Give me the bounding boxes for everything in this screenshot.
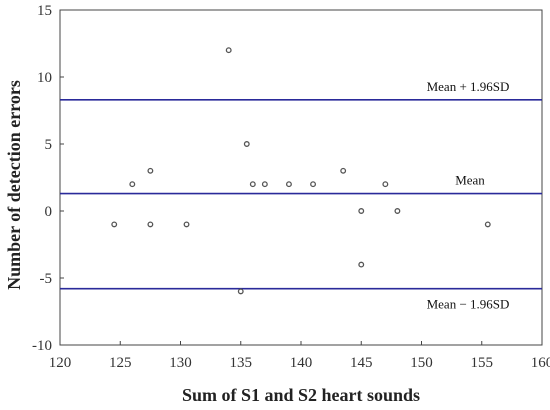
data-point xyxy=(340,167,347,174)
x-tick-label: 155 xyxy=(471,355,494,371)
y-tick-label: -10 xyxy=(32,338,52,354)
data-point xyxy=(358,261,365,268)
y-tick-label: 5 xyxy=(45,137,53,153)
reference-line-label: Mean + 1.96SD xyxy=(427,79,510,94)
y-axis-ticks: 15 10 5 0 -5 -10 xyxy=(32,3,64,354)
y-axis-title: Number of detection errors xyxy=(4,80,24,290)
x-axis-ticks: 120 125 130 135 140 145 150 155 160 xyxy=(49,341,550,371)
data-point xyxy=(243,141,250,147)
y-tick-label: 15 xyxy=(37,3,52,19)
y-tick-label: 0 xyxy=(45,204,53,220)
data-point xyxy=(394,208,401,214)
x-tick-label: 130 xyxy=(169,355,192,371)
data-point xyxy=(358,208,365,214)
data-point xyxy=(147,221,154,228)
x-tick-label: 160 xyxy=(531,355,550,371)
data-point xyxy=(382,181,389,188)
x-tick-label: 140 xyxy=(290,355,313,371)
data-point xyxy=(310,181,316,188)
data-point xyxy=(484,221,491,228)
data-points xyxy=(111,47,491,295)
reference-line-label: Mean xyxy=(455,173,485,188)
data-point xyxy=(147,167,154,174)
x-tick-label: 135 xyxy=(230,355,253,371)
data-point xyxy=(111,221,118,228)
x-tick-label: 145 xyxy=(350,355,373,371)
data-point xyxy=(225,47,232,54)
x-tick-label: 150 xyxy=(410,355,433,371)
reference-lines xyxy=(60,98,542,290)
data-point xyxy=(261,181,268,188)
x-axis-title: Sum of S1 and S2 heart sounds xyxy=(182,385,420,405)
reference-line-label: Mean − 1.96SD xyxy=(427,297,510,312)
x-tick-label: 120 xyxy=(49,355,72,371)
y-tick-label: -5 xyxy=(40,271,53,287)
reference-line-labels: Mean + 1.96SD Mean Mean − 1.96SD xyxy=(427,79,510,312)
data-point xyxy=(129,181,136,188)
data-point xyxy=(237,288,244,295)
x-tick-label: 125 xyxy=(109,355,132,371)
y-tick-label: 10 xyxy=(37,70,52,86)
data-point xyxy=(249,181,256,188)
data-point xyxy=(286,181,292,188)
data-point xyxy=(183,221,190,228)
